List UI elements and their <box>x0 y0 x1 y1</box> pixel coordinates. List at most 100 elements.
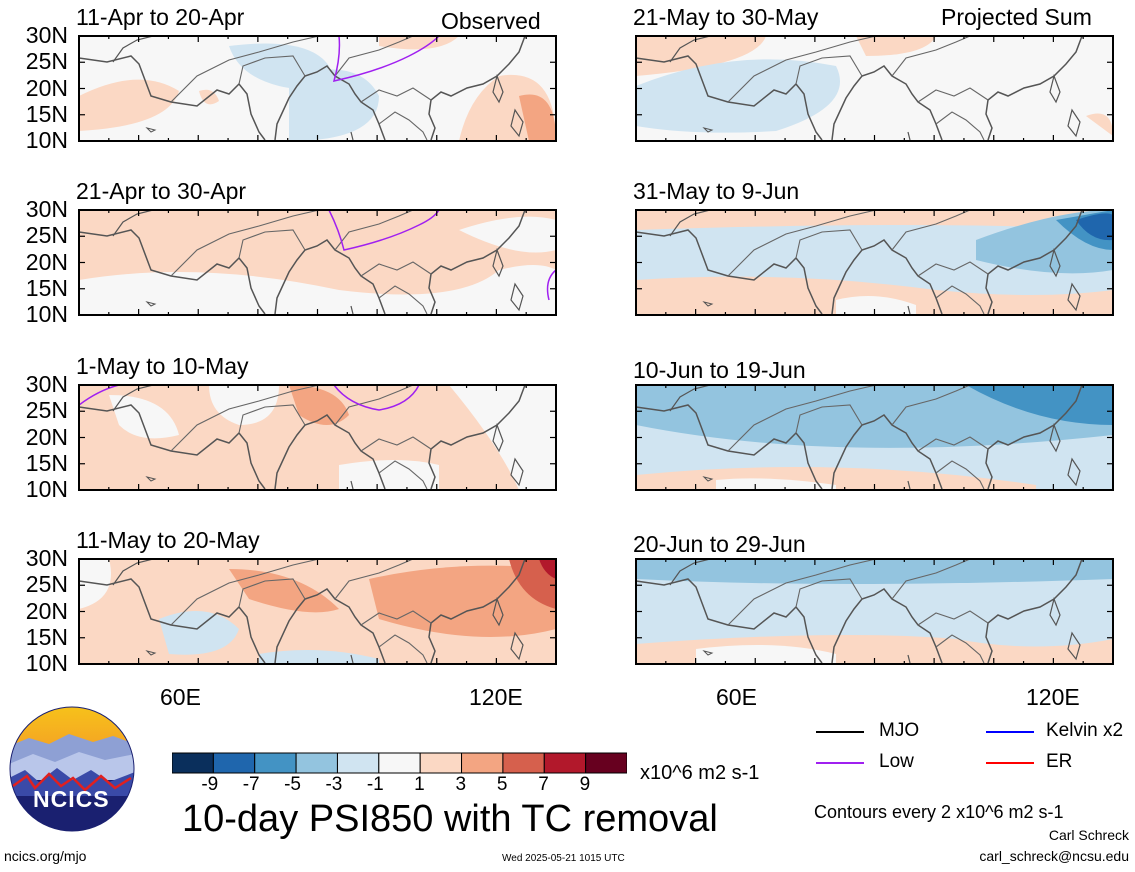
colorbar <box>172 752 627 774</box>
map-panel-right-4 <box>635 558 1114 665</box>
anomaly-shading <box>716 478 836 490</box>
map-panel-left-3 <box>78 384 557 491</box>
colorbar-tick-label: 5 <box>496 774 508 795</box>
anomaly-shading <box>79 79 179 131</box>
lon-label-60e-right: 60E <box>716 684 757 710</box>
colorbar-tick-label: 9 <box>579 774 591 795</box>
anomaly-shading <box>339 460 439 490</box>
colorbar-tick-label: -3 <box>325 774 343 795</box>
map-panel-left-4 <box>78 558 557 665</box>
logo-text: NCICS <box>33 786 110 812</box>
lat-label-15n: 15N <box>25 274 68 301</box>
lat-label-15n: 15N <box>25 449 68 476</box>
colorbar-tick-label: -9 <box>201 774 219 795</box>
lat-label-15n: 15N <box>25 623 68 650</box>
colorbar-cell <box>378 752 421 774</box>
colorbar-cell <box>254 752 297 774</box>
colorbar-units: x10^6 m2 s-1 <box>640 762 760 784</box>
low-contour <box>333 385 420 411</box>
lat-label-25n: 25N <box>25 397 68 424</box>
lat-label-10n: 10N <box>25 650 68 676</box>
anomaly-shading <box>459 216 556 253</box>
anomaly-shading <box>856 36 936 56</box>
ncics-logo <box>9 706 135 832</box>
anomaly-shading <box>539 559 556 579</box>
lat-label-10n: 10N <box>25 301 68 327</box>
lat-label-25n: 25N <box>25 571 68 598</box>
anomaly-shading <box>1086 113 1113 136</box>
legend-label-kelvin: Kelvin x2 <box>1046 720 1124 741</box>
anomaly-shading <box>79 265 556 315</box>
footer-email: carl_schreck@ncsu.edu <box>979 848 1129 864</box>
anomaly-shading <box>636 276 1113 315</box>
legend-label-mjo: MJO <box>879 720 920 741</box>
anomaly-shading <box>636 559 1113 584</box>
colorbar-cell <box>172 752 214 774</box>
anomaly-shading <box>1076 213 1113 241</box>
low-contour <box>328 210 440 251</box>
legend-lines <box>816 731 1034 764</box>
anomaly-shading <box>369 565 556 637</box>
lon-label-60e-left: 60E <box>160 684 201 710</box>
lat-label-10n: 10N <box>25 127 68 153</box>
anomaly-shading <box>696 645 836 664</box>
colorbar-cell <box>212 752 256 774</box>
colorbar-tick-label: -7 <box>242 774 260 795</box>
lat-label-30n: 30N <box>25 545 68 571</box>
lat-label-30n: 30N <box>25 371 68 397</box>
colorbar-cell <box>543 752 587 774</box>
lon-label-120e-right: 120E <box>1026 684 1080 710</box>
anomaly-shading <box>229 569 339 613</box>
footer-author: Carl Schreck <box>1048 827 1129 843</box>
colorbar-cell <box>419 752 463 774</box>
low-contour <box>332 36 440 83</box>
anomaly-shading <box>259 650 379 664</box>
lat-label-15n: 15N <box>25 100 68 127</box>
lat-label-20n: 20N <box>25 248 68 275</box>
colorbar-cell <box>336 752 380 774</box>
colorbar-tick-label: -1 <box>366 774 384 795</box>
panel-title-left-2: 21-Apr to 30-Apr <box>76 178 247 204</box>
anomaly-shading <box>289 385 349 425</box>
panel-tag-observed: Observed <box>441 8 541 34</box>
panel-title-left-3: 1-May to 10-May <box>76 353 249 379</box>
panel-title-right-1: 21-May to 30-May <box>633 4 819 30</box>
lat-label-20n: 20N <box>25 74 68 101</box>
anomaly-shading <box>636 59 840 133</box>
anomaly-shading <box>79 385 556 490</box>
lat-label-25n: 25N <box>25 48 68 75</box>
main-title: 10-day PSI850 with TC removal <box>182 798 718 840</box>
map-panel-left-1 <box>78 35 557 142</box>
legend-label-er: ER <box>1046 751 1073 772</box>
panel-title-right-4: 20-Jun to 29-Jun <box>633 531 806 557</box>
anomaly-shading <box>519 94 556 141</box>
lat-label-20n: 20N <box>25 597 68 624</box>
map-panel-left-2 <box>78 209 557 316</box>
footer-timestamp: Wed 2025-05-21 1015 UTC <box>502 853 625 864</box>
anomaly-shading <box>449 385 556 490</box>
colorbar-cell <box>461 752 504 774</box>
map-panel-right-1 <box>635 35 1114 142</box>
colorbar-cell <box>502 752 545 774</box>
colorbar-tick-label: 7 <box>538 774 549 795</box>
anomaly-shading <box>966 385 1113 425</box>
low-contour <box>546 269 556 301</box>
anomaly-shading <box>379 36 459 50</box>
anomaly-shading <box>636 36 766 76</box>
anomaly-shading <box>289 69 379 141</box>
anomaly-shading <box>836 296 916 315</box>
legend-label-low: Low <box>879 751 914 772</box>
lon-label-120e-left: 120E <box>469 684 523 710</box>
colorbar-tick-label: 1 <box>414 774 425 795</box>
lat-label-10n: 10N <box>25 476 68 502</box>
colorbar-tick-label: -5 <box>284 774 301 795</box>
lat-label-25n: 25N <box>25 222 68 249</box>
map-panel-right-3 <box>635 384 1114 491</box>
lat-label-30n: 30N <box>25 196 68 222</box>
panel-tag-projected: Projected Sum <box>941 4 1092 30</box>
panel-title-right-3: 10-Jun to 19-Jun <box>633 357 806 383</box>
anomaly-shading <box>159 611 239 655</box>
panel-title-left-4: 11-May to 20-May <box>76 527 260 553</box>
colorbar-tick-label: 3 <box>455 774 467 795</box>
